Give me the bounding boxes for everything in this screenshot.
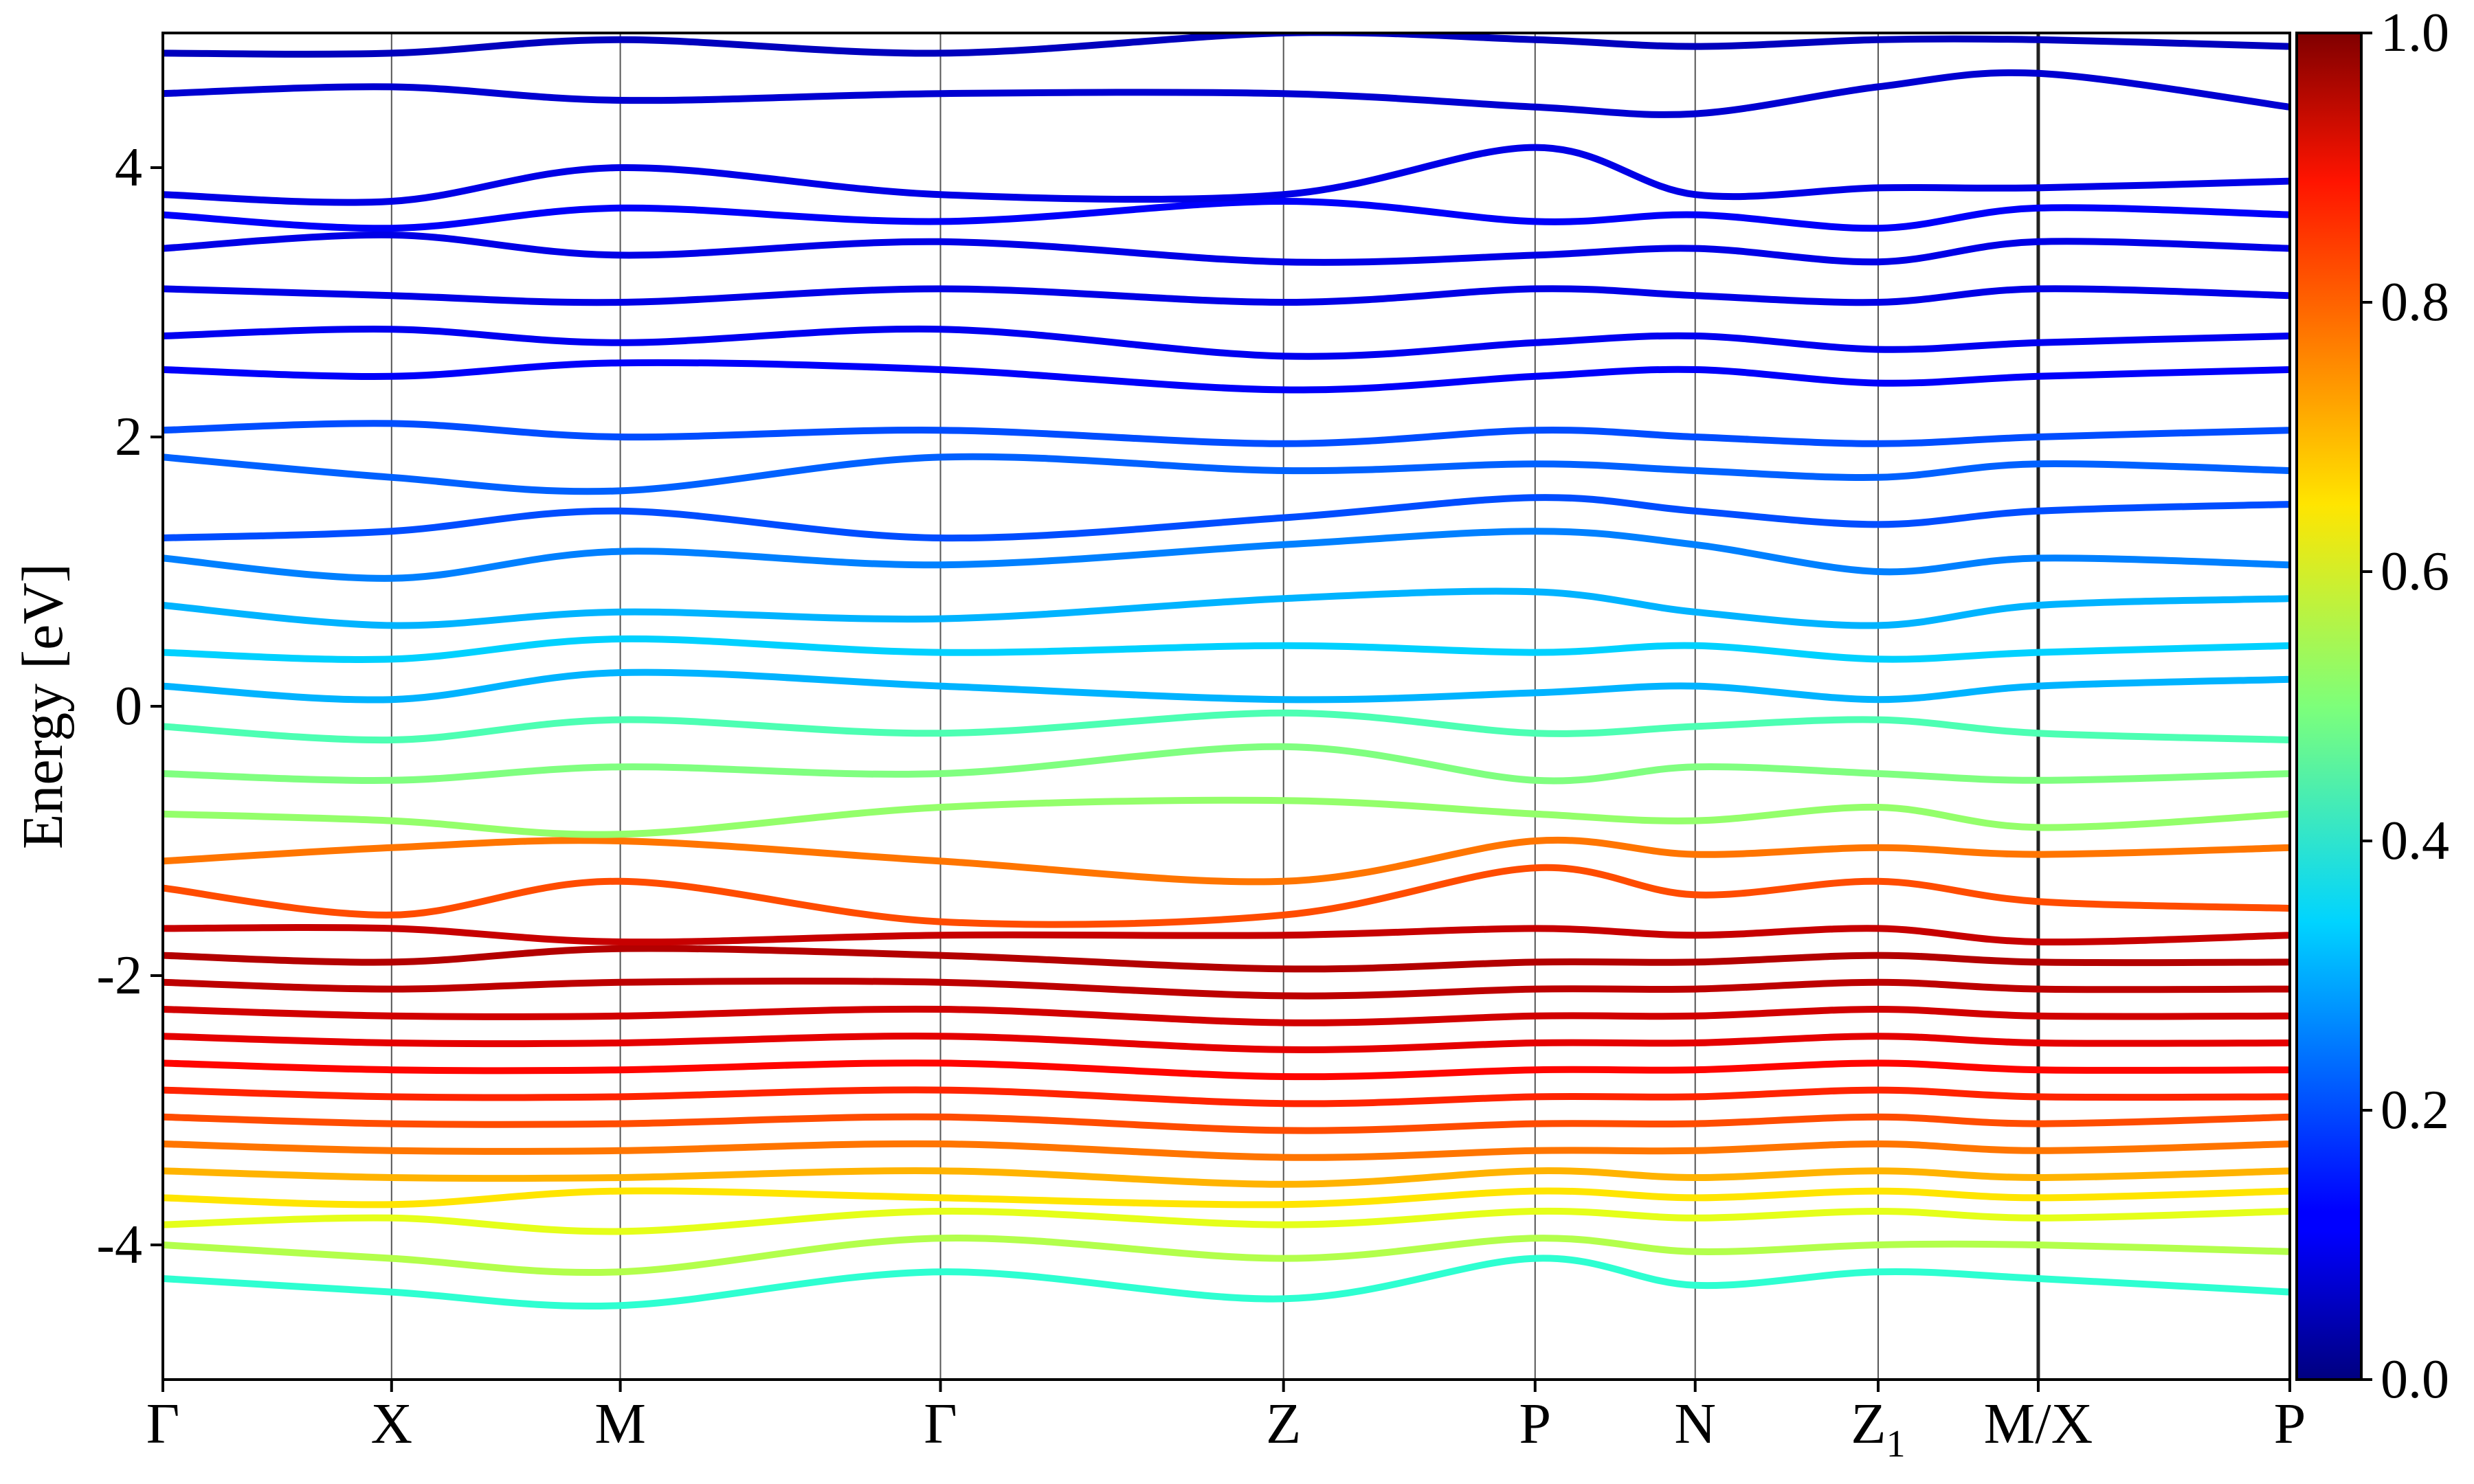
band-line [163, 743, 2290, 785]
x-tick-label: P [2274, 1392, 2306, 1456]
x-axis: Γ X M Γ Z P N Z1 M/X P [146, 1380, 2306, 1465]
band-line [163, 144, 2290, 206]
band-line [163, 709, 2290, 744]
band-lines [163, 33, 2290, 1310]
x-tick-label: Γ [924, 1392, 957, 1456]
band-line [163, 325, 2290, 360]
band-line [163, 1187, 2290, 1208]
x-tick-label: M/X [1984, 1392, 2093, 1456]
x-tick-label: M [594, 1392, 646, 1456]
x-tick-label: Γ [146, 1392, 180, 1456]
band-line [163, 231, 2290, 266]
colorbar-tick-label: 0.6 [2381, 541, 2449, 602]
band-line [163, 923, 2290, 946]
band-line [163, 864, 2290, 928]
band-line [163, 69, 2290, 118]
y-tick-label: 0 [115, 676, 142, 737]
band-line [163, 33, 2290, 58]
x-tick-label: Z [1266, 1392, 1301, 1456]
x-tick-label: X [370, 1392, 412, 1456]
x-tick-label: P [1519, 1392, 1551, 1456]
y-tick-label: -4 [96, 1215, 142, 1275]
band-line [163, 1167, 2290, 1188]
band-line [163, 1086, 2290, 1108]
band-line [163, 420, 2290, 447]
y-tick-label: 4 [115, 137, 142, 198]
colorbar-tick-label: 1.0 [2381, 3, 2449, 63]
band-line [163, 528, 2290, 582]
y-axis-label: Energy [eV] [11, 563, 75, 849]
colorbar-tick-label: 0.4 [2381, 811, 2449, 871]
band-line [163, 359, 2290, 394]
band-line [163, 668, 2290, 704]
band-line [163, 945, 2290, 973]
band-line [163, 836, 2290, 886]
x-tick-label: N [1674, 1392, 1716, 1456]
band-line [163, 977, 2290, 1000]
colorbar-gradient [2295, 32, 2363, 1381]
band-line [163, 1234, 2290, 1277]
colorbar-tick-label: 0.2 [2381, 1080, 2449, 1140]
x-tick-subscript: 1 [1886, 1423, 1906, 1465]
band-line [163, 1113, 2290, 1134]
band-line [163, 453, 2290, 495]
band-line [163, 197, 2290, 232]
band-line [163, 285, 2290, 306]
band-line [163, 1033, 2290, 1053]
colorbar-tick-label: 0.0 [2381, 1349, 2449, 1410]
band-line [163, 587, 2290, 629]
band-line [163, 635, 2290, 663]
colorbar-tick-label: 0.8 [2381, 272, 2449, 333]
colorbar: 0.0 0.2 0.4 0.6 0.8 1.0 [2295, 3, 2449, 1410]
band-line [163, 1140, 2290, 1161]
band-line [163, 1005, 2290, 1026]
band-line [163, 494, 2290, 542]
y-tick-label: -2 [96, 945, 142, 1006]
band-line [163, 796, 2290, 838]
y-tick-label: 2 [115, 407, 142, 467]
band-line [163, 1255, 2290, 1310]
band-line [163, 1059, 2290, 1081]
colorbar-ticks: 0.0 0.2 0.4 0.6 0.8 1.0 [2361, 3, 2449, 1410]
y-axis: -4 -2 0 2 4 [96, 137, 163, 1275]
x-tick-label: Z1 [1851, 1392, 1905, 1465]
band-line [163, 1207, 2290, 1235]
